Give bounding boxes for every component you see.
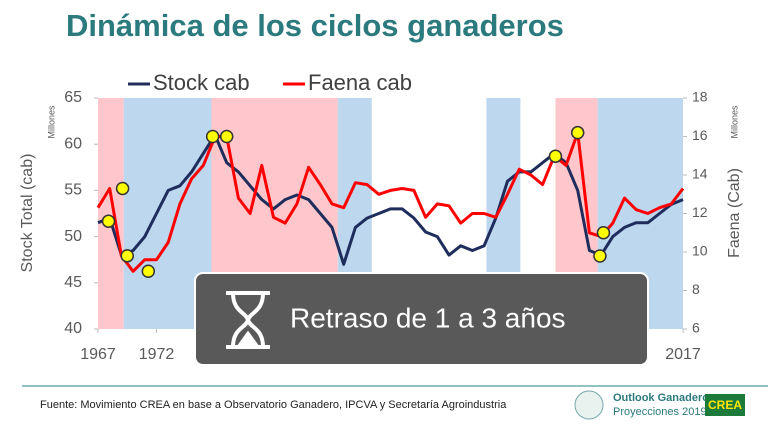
y2-tick-label: 18	[692, 89, 708, 105]
highlight-point	[115, 181, 130, 196]
y2-axis-unit: Millones	[729, 105, 739, 139]
y-tick-label: 50	[64, 228, 82, 245]
y2-tick-label: 10	[692, 243, 708, 259]
highlight-point	[219, 129, 234, 144]
series-line	[96, 131, 685, 273]
highlight-point	[548, 149, 563, 163]
period-band	[98, 98, 124, 329]
series-line	[97, 133, 684, 266]
y-tick-label: 65	[64, 89, 82, 106]
y-tick-label: 40	[64, 320, 82, 337]
y2-tick-label: 16	[692, 127, 708, 143]
annotation-text: Retraso de 1 a 3 años	[290, 302, 566, 333]
highlight-point	[593, 249, 607, 263]
y-tick-label: 60	[64, 135, 82, 152]
y2-tick-label: 14	[692, 166, 708, 182]
logo-title: Outlook Ganadero	[613, 392, 709, 404]
y-axis-label: Stock Total (cab)	[19, 154, 36, 273]
brand-badge	[705, 394, 745, 416]
hourglass-icon	[226, 291, 270, 349]
y2-axis-label: Faena (Cab)	[726, 168, 743, 258]
logo-subtitle: Proyecciones 2019	[613, 406, 707, 418]
y-axis-unit: Millones	[46, 105, 56, 139]
source-note: Fuente: Movimiento CREA en base a Observ…	[40, 399, 507, 411]
highlight-point	[205, 129, 220, 144]
y2-tick-label: 8	[692, 281, 700, 297]
x-tick-label: 1972	[139, 346, 175, 363]
highlight-point	[596, 226, 611, 240]
slide-title: Dinámica de los ciclos ganaderos	[66, 8, 564, 43]
y2-tick-label: 12	[692, 204, 708, 220]
annotation-background	[194, 272, 649, 366]
x-tick-label: 1967	[80, 346, 116, 363]
highlight-point	[570, 125, 585, 140]
highlight-point	[101, 214, 116, 228]
highlight-point	[120, 249, 134, 263]
legend-label: Stock cab	[153, 70, 250, 95]
y2-tick-label: 6	[692, 320, 700, 336]
legend-label: Faena cab	[308, 70, 412, 95]
x-tick-label: 2017	[665, 346, 701, 363]
annotation-box: Retraso de 1 a 3 años	[194, 272, 649, 366]
brand-text: CREA	[708, 398, 742, 412]
logo-emblem	[574, 390, 604, 420]
y-tick-label: 55	[64, 182, 82, 199]
y-tick-label: 45	[64, 274, 82, 291]
highlight-point	[141, 264, 156, 278]
